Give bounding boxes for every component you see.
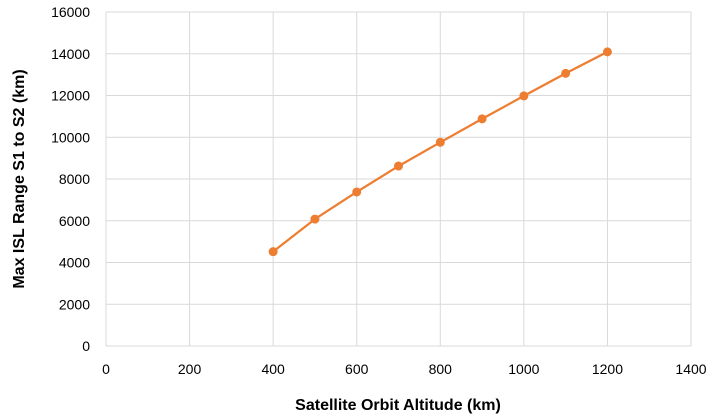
y-tick-label: 16000 — [51, 4, 90, 20]
data-point — [310, 214, 320, 224]
data-point — [394, 161, 403, 171]
tick-labels: 0 2000 4000 6000 8000 10000 12000 14000 16000 0 20… — [51, 4, 707, 377]
y-tick-label: 14000 — [51, 46, 90, 62]
x-tick-label: 200 — [178, 361, 202, 377]
x-tick-label: 0 — [102, 361, 110, 377]
y-tick-label: 2000 — [59, 296, 90, 312]
y-tick-label: 6000 — [59, 213, 90, 229]
x-tick-label: 600 — [345, 361, 369, 377]
x-tick-label: 1200 — [592, 361, 623, 377]
x-tick-label: 1000 — [508, 361, 539, 377]
data-point — [268, 247, 278, 257]
y-tick-label: 12000 — [51, 88, 90, 104]
y-tick-label: 0 — [82, 338, 90, 354]
x-tick-label: 400 — [261, 361, 285, 377]
y-tick-label: 10000 — [51, 129, 90, 145]
data-point — [561, 68, 571, 78]
data-point — [602, 47, 612, 57]
y-axis-title: Max ISL Range S1 to S2 (km) — [11, 69, 28, 288]
data-point — [519, 91, 529, 101]
data-point — [352, 187, 362, 197]
data-point — [435, 137, 445, 147]
x-tick-label: 1400 — [675, 361, 706, 377]
x-tick-label: 800 — [429, 361, 453, 377]
x-axis-title: Satellite Orbit Altitude (km) — [295, 397, 501, 414]
chart-gridlines — [105, 11, 692, 347]
y-tick-label: 4000 — [59, 255, 90, 271]
data-point — [477, 114, 487, 124]
y-tick-label: 8000 — [59, 171, 90, 187]
data-series — [268, 47, 612, 257]
